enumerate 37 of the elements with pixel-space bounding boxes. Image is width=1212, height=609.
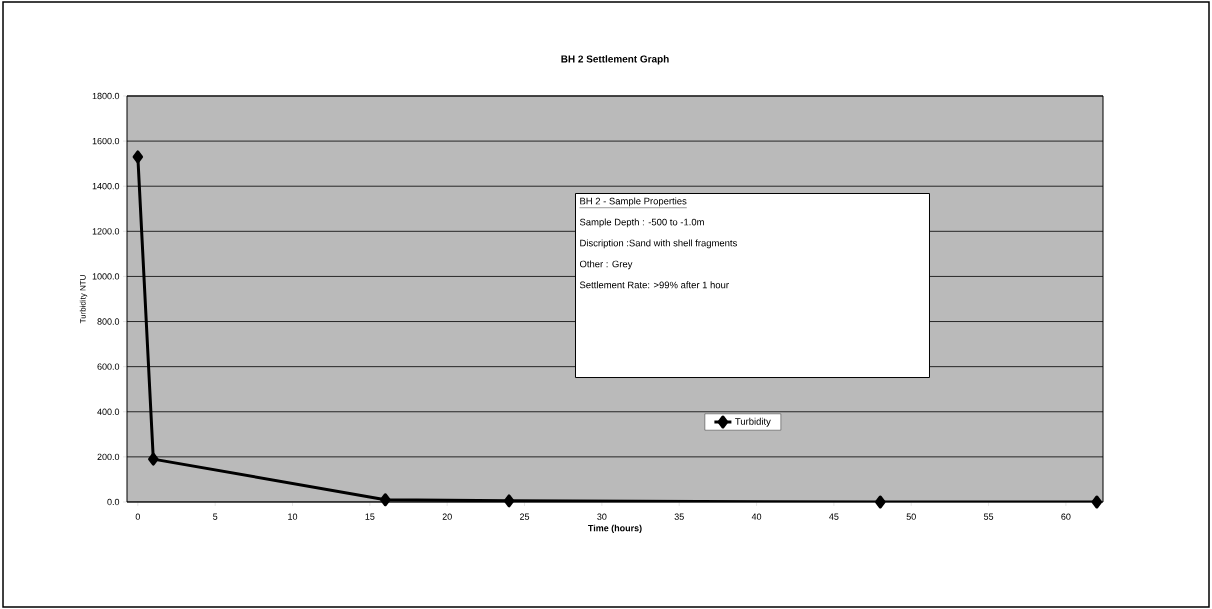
point	[132, 150, 144, 164]
x-tick-label: 0	[135, 513, 140, 520]
point	[148, 452, 159, 466]
x-tick-label: 25	[519, 513, 530, 520]
x-tick-label: 55	[983, 513, 994, 520]
point	[1091, 495, 1103, 509]
annotation: Sample Depth : -500 to -1.0m	[579, 218, 704, 228]
x-tick-label: 15	[365, 513, 375, 520]
x-tick-label: 60	[1061, 513, 1071, 520]
x-tick-label: 20	[442, 513, 452, 520]
y-tick-label: 1000.0	[92, 273, 120, 280]
annotation: Other : Grey	[579, 260, 633, 270]
y-tick-label: 200.0	[97, 453, 120, 461]
x-tick-label: 10	[288, 513, 298, 520]
x-tick-label: 30	[597, 513, 607, 520]
x-tick-label: 5	[213, 513, 218, 520]
x-tick-label: 35	[674, 513, 684, 520]
y-tick-label: 0.0	[107, 498, 120, 506]
y-tick-label: 1400.0	[92, 183, 120, 190]
y-tick-label: 400.0	[97, 408, 120, 415]
annotation: BH 2 - Sample Properties	[580, 197, 687, 207]
x-axis-title: Time (hours)	[588, 524, 642, 534]
point	[503, 494, 515, 508]
x-tick-label: 50	[906, 513, 916, 520]
y-tick-label: 1200.0	[92, 228, 120, 235]
y-tick-label: 1800.0	[92, 92, 120, 100]
y-tick-label: 1600.0	[92, 137, 120, 145]
legend-label: Turbidity	[735, 417, 771, 427]
x-tick-label: 45	[829, 513, 839, 520]
y-tick-label: 800.0	[97, 318, 120, 325]
point	[875, 495, 886, 509]
y-tick-label: 600.0	[97, 363, 120, 370]
point	[380, 493, 391, 507]
x-tick-label: 40	[751, 513, 762, 520]
annotation: Discription :Sand with shell fragments	[580, 239, 737, 249]
annotation: Settlement Rate: >99% after 1 hour	[579, 281, 729, 289]
chart-title: BH 2 Settlement Graph	[561, 55, 669, 65]
